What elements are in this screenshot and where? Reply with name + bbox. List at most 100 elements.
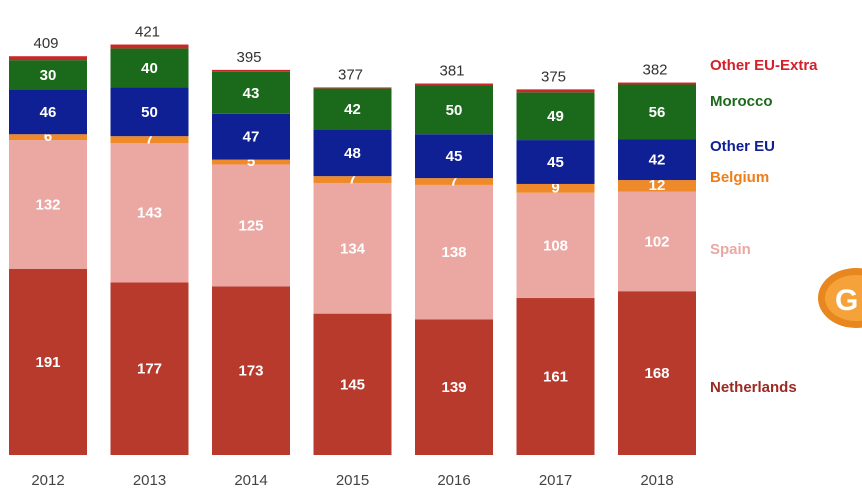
bar-value-label: 6 <box>44 128 52 145</box>
bar-segment <box>313 313 392 455</box>
bar-segment <box>212 69 290 72</box>
bar-value-label: 5 <box>247 153 255 170</box>
legend-entry: Other EU <box>710 138 775 155</box>
bar-segment <box>516 298 595 455</box>
bar-segment <box>9 89 87 135</box>
legend-entry: Morocco <box>710 93 773 110</box>
x-tick-label: 2013 <box>133 472 166 489</box>
bar-total-label: 377 <box>338 66 363 83</box>
x-tick-label: 2017 <box>539 472 572 489</box>
bar-value-label: 48 <box>344 145 361 162</box>
bar-segment <box>110 136 189 143</box>
bar-segment <box>9 60 87 90</box>
bar-value-label: 108 <box>543 237 568 254</box>
bar-value-label: 102 <box>644 233 669 250</box>
bar-segment <box>415 178 493 185</box>
bars-layer: 191 132 6 46 30 409 2012 177 143 7 50 40 421 2013 173 1… <box>9 24 696 489</box>
bar-value-label: 132 <box>35 196 60 213</box>
bar-value-label: 125 <box>238 217 263 234</box>
bar-total-label: 395 <box>236 49 261 66</box>
bar-segment <box>110 143 189 283</box>
bar-value-label: 168 <box>644 365 669 382</box>
bar-total-label: 409 <box>33 35 58 52</box>
bar-segment <box>212 159 290 165</box>
bar-segment <box>9 268 87 455</box>
bar-segment <box>415 184 493 320</box>
bar-total-label: 421 <box>135 24 160 41</box>
bar-value-label: 45 <box>446 148 463 165</box>
bar-segment <box>618 191 696 292</box>
bar-value-label: 49 <box>547 108 564 125</box>
bar-value-label: 173 <box>238 363 263 380</box>
bar-value-label: 47 <box>243 129 260 146</box>
legend-entry: Spain <box>710 241 751 258</box>
bar-value-label: 134 <box>340 240 366 257</box>
bar-value-label: 138 <box>441 244 466 261</box>
bar-segment <box>516 192 595 299</box>
x-tick-label: 2016 <box>437 472 470 489</box>
bar-value-label: 7 <box>450 173 458 190</box>
x-tick-label: 2018 <box>640 472 673 489</box>
bar-segment <box>618 82 696 85</box>
bar-segment <box>516 183 595 193</box>
bar-value-label: 42 <box>344 101 361 118</box>
logo-text: G <box>835 284 858 317</box>
bar-value-label: 139 <box>441 379 466 396</box>
bar-segment <box>618 139 696 181</box>
bar-total-label: 382 <box>642 62 667 79</box>
bar-segment <box>415 83 493 86</box>
bar-segment <box>415 85 493 135</box>
bar-value-label: 12 <box>649 177 666 194</box>
bar-value-label: 56 <box>649 104 666 121</box>
bar-segment <box>110 282 189 455</box>
bar-value-label: 45 <box>547 154 564 171</box>
bar-segment <box>618 180 696 192</box>
bar-segment <box>212 286 290 455</box>
bar-segment <box>9 140 87 269</box>
bar-total-label: 375 <box>541 68 566 85</box>
bar-segment <box>212 164 290 287</box>
bar-value-label: 43 <box>243 85 260 102</box>
bar-value-label: 191 <box>35 354 60 371</box>
bar-value-label: 46 <box>40 104 57 121</box>
bar-value-label: 30 <box>40 67 57 84</box>
bar-segment <box>9 134 87 141</box>
bar-segment <box>110 44 189 49</box>
legend: Other EU-Extra Morocco Other EU Belgium Spai… <box>710 57 818 396</box>
bar-segment <box>618 291 696 455</box>
legend-entry: Netherlands <box>710 379 797 396</box>
bar-value-label: 7 <box>348 171 356 188</box>
bar-value-label: 7 <box>145 131 153 148</box>
bar-value-label: 145 <box>340 376 365 393</box>
legend-entry: Other EU-Extra <box>710 57 818 74</box>
bar-segment <box>516 89 595 93</box>
x-tick-label: 2014 <box>234 472 267 489</box>
bar-segment <box>516 92 595 141</box>
bar-value-label: 143 <box>137 205 162 222</box>
bar-segment <box>212 71 290 114</box>
bar-value-label: 161 <box>543 369 568 386</box>
bar-value-label: 40 <box>141 60 158 77</box>
brand-logo-icon: G <box>818 268 862 328</box>
bar-segment <box>313 88 392 130</box>
bar-value-label: 177 <box>137 361 162 378</box>
bar-segment <box>516 140 595 184</box>
bar-segment <box>313 182 392 314</box>
bar-segment <box>110 87 189 137</box>
bar-segment <box>415 319 493 455</box>
legend-entry: Belgium <box>710 169 769 186</box>
bar-segment <box>415 134 493 179</box>
bar-value-label: 50 <box>446 102 463 119</box>
bar-value-label: 42 <box>649 152 666 169</box>
bar-segment <box>313 87 392 89</box>
bar-segment <box>618 84 696 140</box>
bar-total-label: 381 <box>439 63 464 80</box>
bar-segment <box>110 48 189 88</box>
bar-segment <box>313 129 392 177</box>
x-tick-label: 2012 <box>31 472 64 489</box>
bar-segment <box>9 56 87 61</box>
bar-value-label: 9 <box>551 179 559 196</box>
x-tick-label: 2015 <box>336 472 369 489</box>
bar-value-label: 50 <box>141 104 158 121</box>
